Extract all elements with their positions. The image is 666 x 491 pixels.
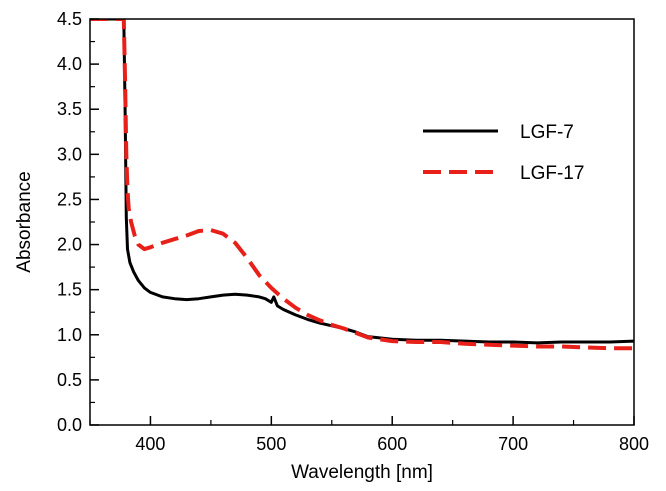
x-tick-label: 600 — [377, 434, 407, 454]
y-tick-label: 4.5 — [57, 9, 82, 29]
y-tick-label: 2.0 — [57, 235, 82, 255]
x-tick-label: 400 — [135, 434, 165, 454]
y-tick-label: 2.5 — [57, 189, 82, 209]
y-axis-title: Absorbance — [14, 171, 35, 272]
x-tick-label: 800 — [619, 434, 649, 454]
y-tick-label: 0.0 — [57, 415, 82, 435]
y-tick-label: 4.0 — [57, 54, 82, 74]
y-tick-label: 1.0 — [57, 325, 82, 345]
tick-labels: 400 500 600 700 800 0.0 0.5 1.0 1.5 2.0 2.5 3.0 3.5 4… — [57, 9, 649, 454]
x-tick-label: 500 — [256, 434, 286, 454]
series-layer — [90, 19, 634, 351]
x-axis-title: Wavelength [nm] — [291, 462, 433, 483]
ticks-layer — [89, 18, 635, 426]
legend: LGF-7 LGF-17 — [423, 122, 584, 184]
y-tick-label: 1.5 — [57, 280, 82, 300]
x-tick-label: 700 — [498, 434, 528, 454]
y-tick-label: 0.5 — [57, 370, 82, 390]
plot-frame — [89, 18, 635, 426]
legend-label-lgf-17: LGF-17 — [520, 163, 584, 184]
series-line-lgf-17 — [90, 19, 634, 351]
series-line-lgf-7 — [90, 19, 634, 345]
y-tick-label: 3.5 — [57, 99, 82, 119]
legend-label-lgf-7: LGF-7 — [520, 122, 574, 143]
y-tick-label: 3.0 — [57, 144, 82, 164]
